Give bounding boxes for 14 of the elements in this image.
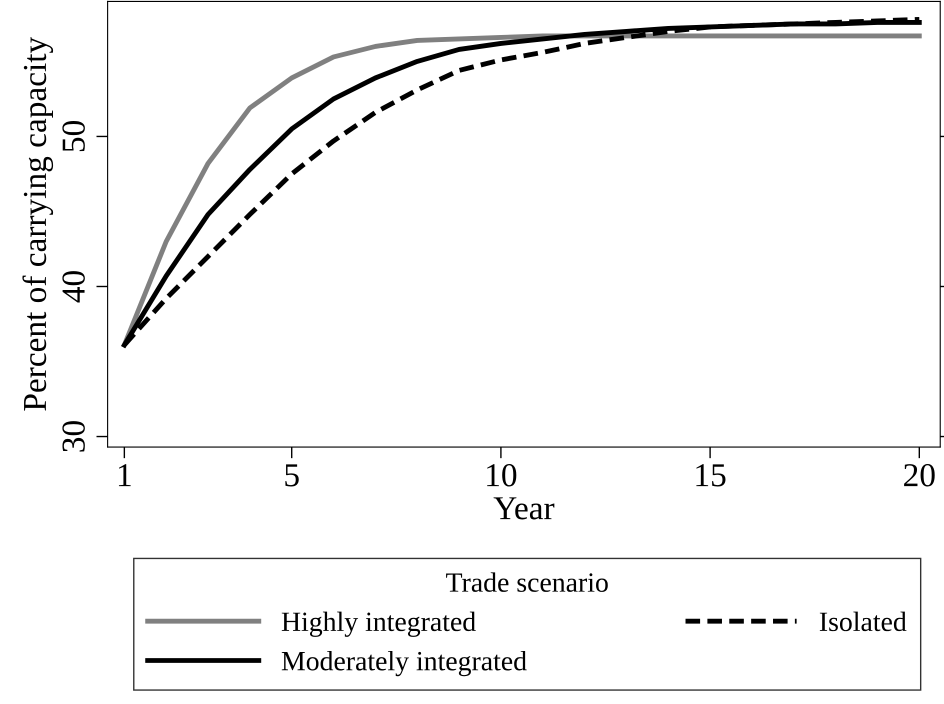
y-tick-label: 30 bbox=[62, 421, 85, 452]
legend-label: Isolated bbox=[820, 612, 906, 632]
legend-label: Highly integrated bbox=[282, 612, 476, 637]
legend-label: Moderately integrated bbox=[282, 650, 527, 676]
y-tick-label: 40 bbox=[62, 271, 85, 303]
x-tick-label: 10 bbox=[487, 464, 516, 486]
x-tick-label: 1 bbox=[118, 464, 131, 486]
legend-title: Trade scenario bbox=[446, 572, 608, 592]
x-axis-title: Year bbox=[494, 497, 554, 520]
x-tick-label: 15 bbox=[696, 464, 726, 486]
x-tick-label: 20 bbox=[904, 464, 935, 486]
y-axis-title: Percent of carrying capacity bbox=[22, 36, 54, 411]
y-tick-label: 50 bbox=[62, 121, 85, 152]
x-tick-label: 5 bbox=[285, 464, 299, 486]
